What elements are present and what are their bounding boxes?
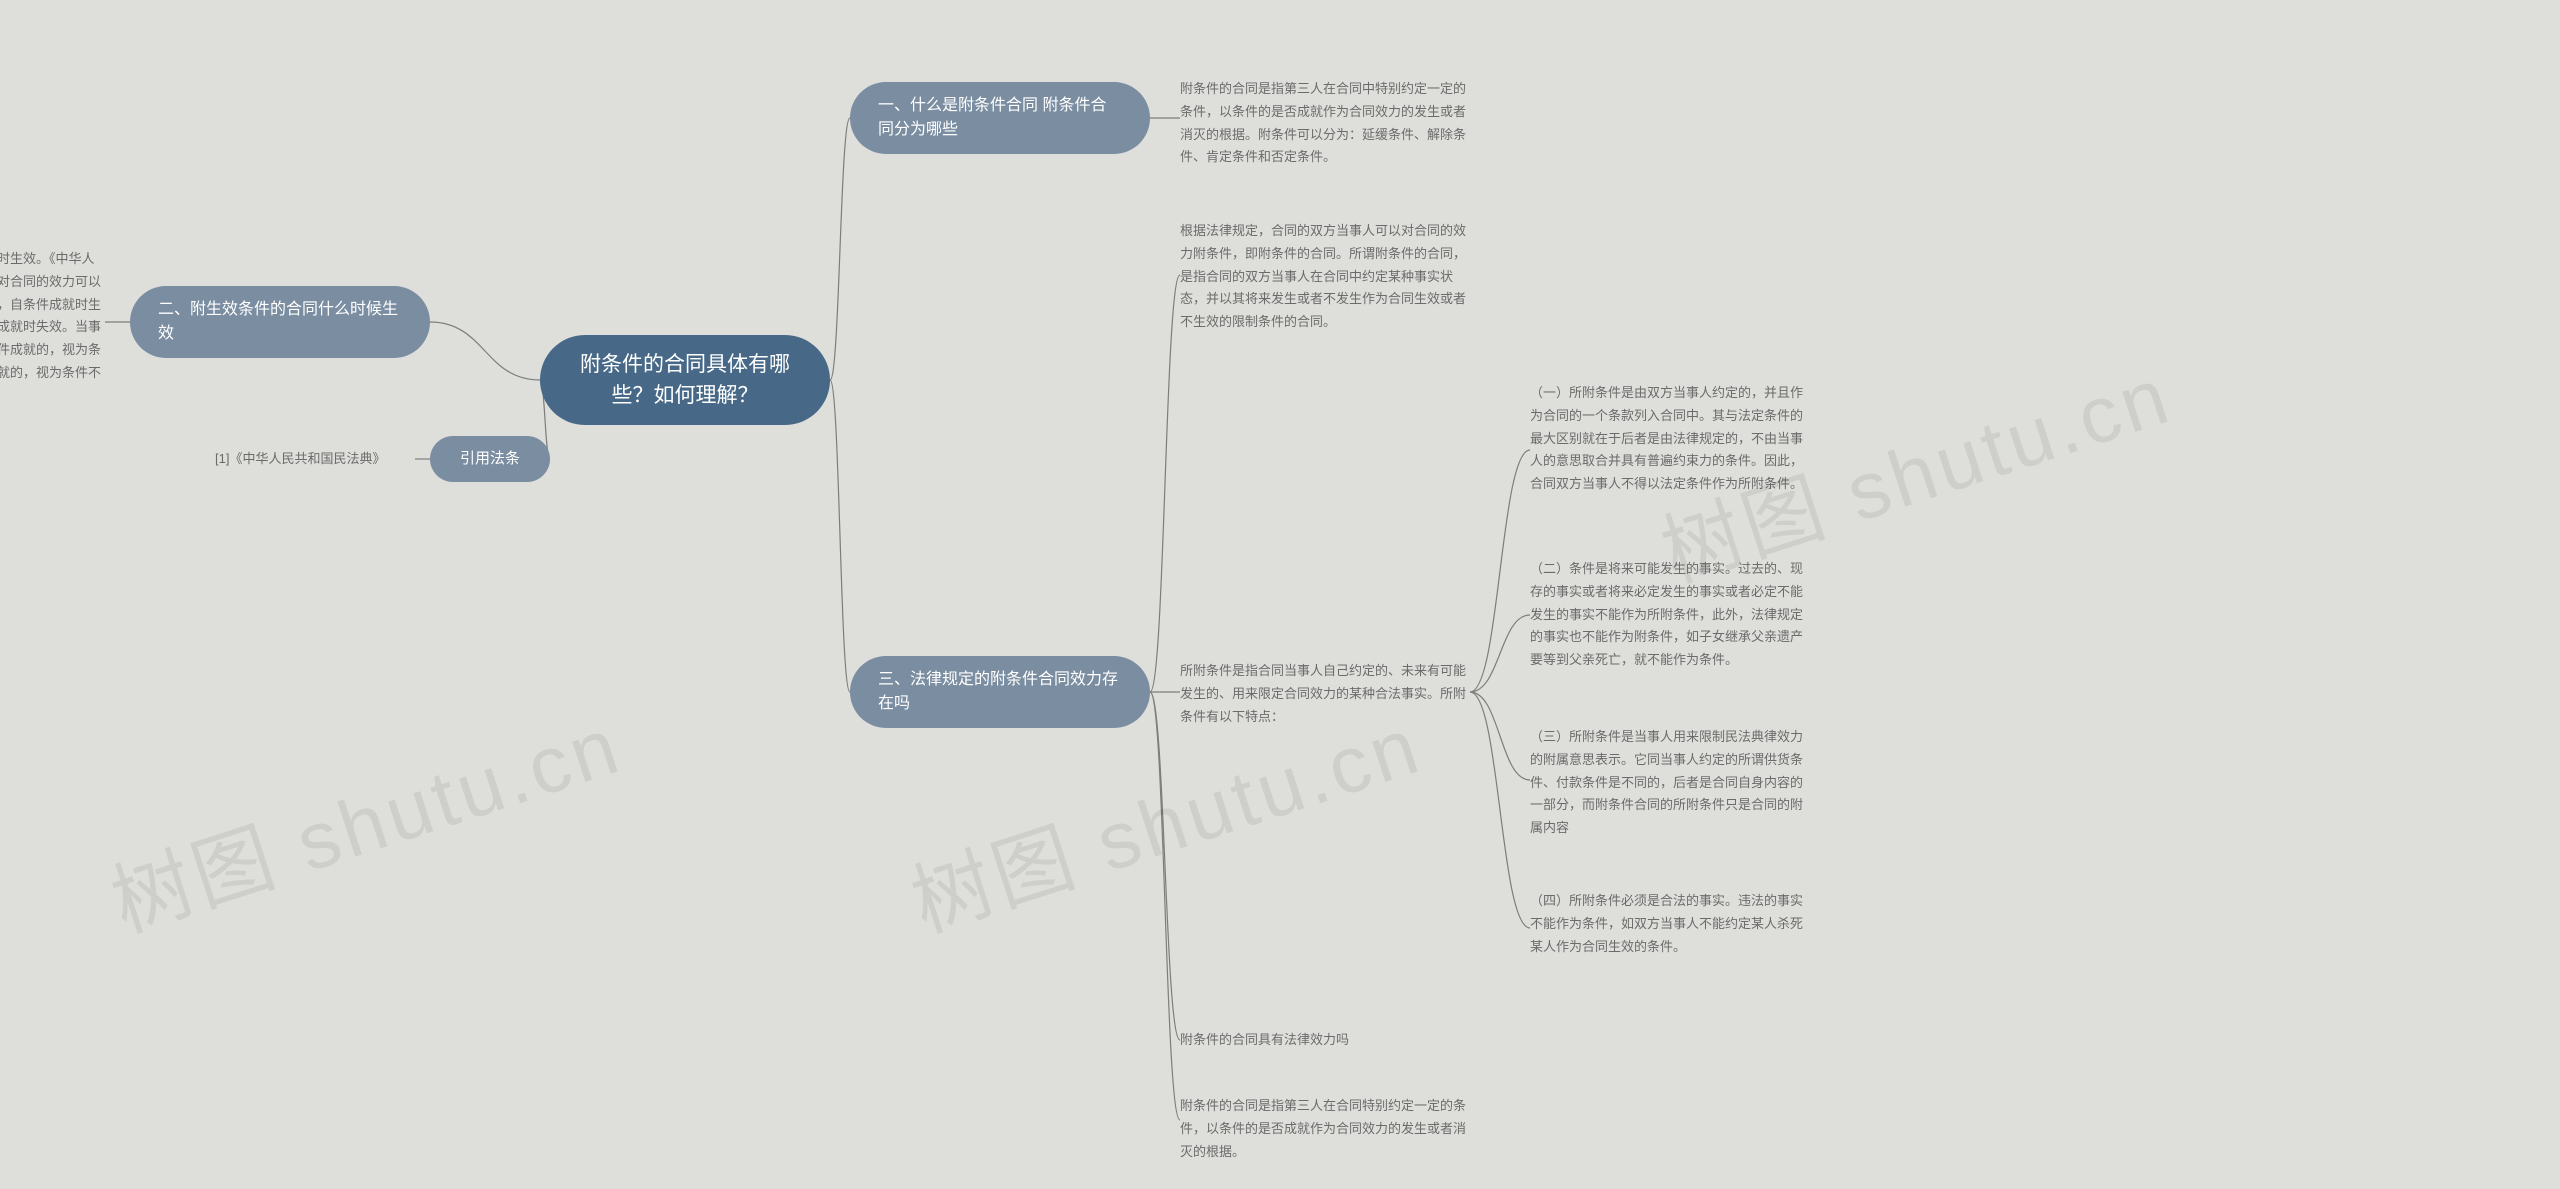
branch-ref[interactable]: 引用法条 [430, 436, 550, 482]
branch-1[interactable]: 一、什么是附条件合同 附条件合同分为哪些 [850, 82, 1150, 154]
leaf-b2-1: 附生效条件的合同，自条件成就时生效。《中华人民共和国民法典》规定：当事人对合同的… [0, 248, 105, 407]
leaf-b3-2-c4: （四）所附条件必须是合法的事实。违法的事实不能作为条件，如双方当事人不能约定某人… [1530, 890, 1810, 958]
leaf-b3-4: 附条件的合同是指第三人在合同特别约定一定的条件，以条件的是否成就作为合同效力的发… [1180, 1095, 1470, 1163]
branch-3[interactable]: 三、法律规定的附条件合同效力存在吗 [850, 656, 1150, 728]
leaf-b3-1: 根据法律规定，合同的双方当事人可以对合同的效力附条件，即附条件的合同。所谓附条件… [1180, 220, 1470, 334]
root-node[interactable]: 附条件的合同具体有哪些？如何理解？ [540, 335, 830, 425]
leaf-b3-2-c3: （三）所附条件是当事人用来限制民法典律效力的附属意思表示。它同当事人约定的所谓供… [1530, 726, 1810, 840]
leaf-ref-1: [1]《中华人民共和国民法典》 [215, 449, 415, 469]
leaf-b3-2: 所附条件是指合同当事人自己约定的、未来有可能发生的、用来限定合同效力的某种合法事… [1180, 660, 1470, 728]
leaf-b3-3: 附条件的合同具有法律效力吗 [1180, 1030, 1470, 1050]
leaf-b1-1: 附条件的合同是指第三人在合同中特别约定一定的条件，以条件的是否成就作为合同效力的… [1180, 78, 1470, 169]
leaf-b3-2-c1: （一）所附条件是由双方当事人约定的，并且作为合同的一个条款列入合同中。其与法定条… [1530, 382, 1810, 496]
leaf-b3-2-c2: （二）条件是将来可能发生的事实。过去的、现存的事实或者将来必定发生的事实或者必定… [1530, 558, 1810, 672]
branch-2[interactable]: 二、附生效条件的合同什么时候生效 [130, 286, 430, 358]
connectors-layer [0, 0, 2560, 1189]
watermark: 树图 shutu.cn [95, 681, 634, 955]
mindmap-canvas: { "canvas": { "width": 2560, "height": 1… [0, 0, 2560, 1189]
